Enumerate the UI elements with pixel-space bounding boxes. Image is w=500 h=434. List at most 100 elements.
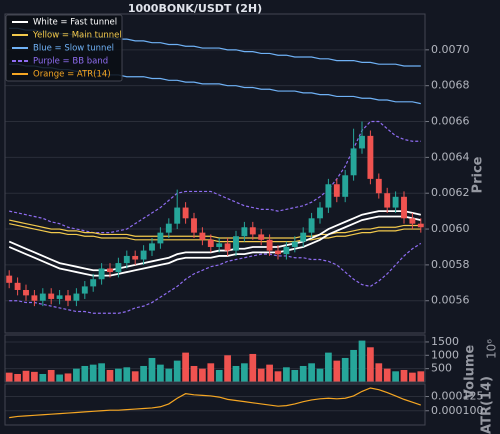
candle-body [375, 178, 382, 194]
candle-body [258, 234, 265, 240]
legend-box [5, 14, 123, 82]
candle-body [90, 279, 97, 287]
candle-body [98, 268, 105, 280]
candle-body [115, 263, 122, 273]
volume-bar [325, 352, 332, 382]
candle-body [199, 232, 206, 240]
y-tick-label: 0.0060 [431, 222, 470, 235]
volume-bar [148, 357, 156, 382]
y-tick-label: 500 [431, 362, 452, 375]
volume-bar [274, 371, 282, 382]
volume-bar [232, 365, 240, 382]
y-tick-label: 0.0058 [431, 258, 470, 271]
candle-body [401, 196, 407, 219]
y-tick-label: 0.0064 [431, 150, 470, 163]
volume-bar [409, 372, 416, 382]
panel-frame [4, 334, 426, 383]
candle-body [350, 148, 357, 176]
candle-body [149, 243, 155, 251]
legend-label: Purple = BB band [33, 57, 108, 67]
volume-bar [81, 365, 89, 382]
candle-body [359, 135, 365, 149]
candle-body [48, 293, 55, 299]
candle-body [291, 241, 298, 247]
candle-body [249, 227, 256, 235]
candle-body [384, 193, 391, 208]
volume-bar [140, 365, 147, 382]
candle-body [56, 295, 63, 299]
candle-body [123, 255, 130, 264]
volume-bar [224, 355, 231, 382]
volume-bar [89, 364, 97, 382]
volume-bar [266, 364, 273, 382]
y-tick-label: 0.000125 [431, 390, 484, 403]
candle-body [182, 207, 189, 219]
candle-body [132, 255, 139, 260]
volume-bar [383, 368, 391, 382]
indicator-line [9, 223, 421, 243]
candle-body [207, 239, 214, 247]
candle-body [266, 239, 273, 251]
candle-body [241, 227, 248, 237]
axis-offset-label: 10⁶ [485, 339, 499, 359]
volume-bar [64, 373, 72, 382]
indicator-line [9, 120, 421, 234]
y-tick-label: 1500 [431, 335, 459, 348]
chart-title: 1000BONK/USDT (2H) [128, 2, 262, 15]
volume-bar [182, 352, 189, 382]
volume-bar [400, 369, 408, 382]
volume-bar [115, 368, 122, 382]
y-tick-label: 1000 [431, 348, 459, 361]
candle-body [283, 246, 290, 255]
volume-bar [22, 370, 30, 382]
candle-body [308, 218, 315, 233]
volume-bar [350, 349, 357, 382]
candle-body [342, 175, 349, 197]
y-axis-label: Volume [463, 345, 478, 400]
candle-body [233, 236, 239, 251]
indicator-line [8, 210, 421, 272]
candle-body [392, 196, 399, 208]
y-tick-label: 0.0056 [431, 294, 470, 307]
volume-bar [215, 369, 223, 382]
legend: White = Fast tunnel Yellow = Main tunnel B… [5, 14, 123, 82]
candle-body [140, 250, 147, 260]
candle-body [409, 218, 416, 224]
candle-body [191, 218, 197, 233]
indicator-line [8, 215, 421, 277]
candle-body [300, 232, 307, 242]
candle-body [174, 207, 181, 224]
y-tick-label: 0.000100 [431, 404, 484, 417]
volume-bar [157, 364, 164, 382]
candle-body [6, 275, 13, 283]
y-tick-label: 0.0062 [431, 186, 470, 199]
volume-bar [333, 360, 341, 382]
candle-body [275, 250, 281, 255]
volume-bar [165, 368, 173, 382]
volume-bar [257, 368, 265, 382]
panel-frame [4, 383, 426, 426]
candle-body [333, 184, 340, 197]
volume-bar [131, 371, 139, 382]
legend-label: Yellow = Main tunnel [32, 31, 122, 41]
candle-body [367, 135, 374, 179]
candle-body [39, 293, 46, 301]
volume-bar [5, 372, 13, 382]
volume-bar [392, 371, 399, 382]
y-tick-label: 0.0070 [431, 43, 470, 56]
volume-bar [308, 363, 315, 382]
candle-body [14, 282, 21, 290]
volume-bar [358, 340, 366, 382]
candle-body [317, 207, 323, 219]
volume-bar [31, 371, 38, 382]
volume-bar [106, 369, 114, 382]
volume-bar [199, 368, 206, 382]
volume-bar [47, 369, 55, 382]
volume-bar [341, 357, 349, 382]
candle-body [417, 223, 424, 228]
volume-bar [299, 365, 307, 382]
volume-bar [249, 353, 257, 382]
volume-bar [241, 363, 248, 382]
volume-bar [367, 347, 374, 382]
candle-body [165, 223, 172, 233]
